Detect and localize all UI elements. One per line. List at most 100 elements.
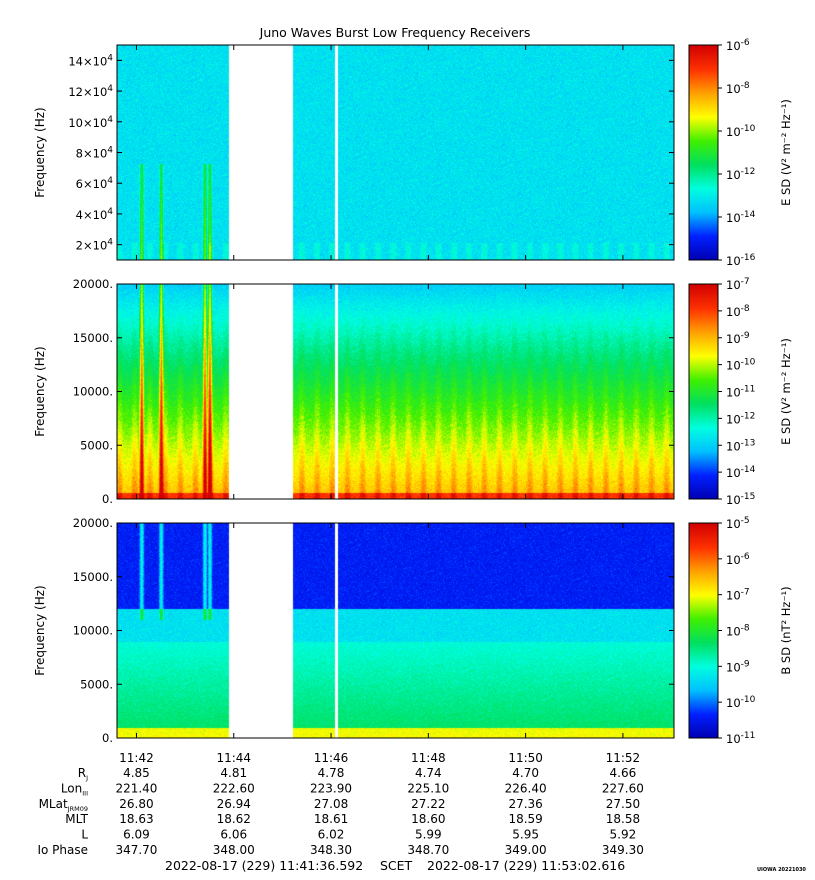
spectrogram-middle xyxy=(117,284,674,499)
panel-frame xyxy=(116,44,675,261)
ephemeris-row-label: MLatJRM09 xyxy=(39,797,88,813)
time-tick-label: 11:50 xyxy=(508,751,543,765)
colorbar-tick-label: 10-8 xyxy=(726,81,750,96)
ephemeris-value: 348.00 xyxy=(213,843,255,857)
panel-frame xyxy=(116,522,675,739)
ephemeris-value: 4.78 xyxy=(318,766,345,780)
colorbar-tick-label: 10-11 xyxy=(726,385,755,400)
y-tick-label: 14×104 xyxy=(68,53,113,68)
colorbar-tick-label: 10-12 xyxy=(726,167,755,182)
panel-frame xyxy=(116,283,675,500)
ephemeris-value: 5.95 xyxy=(512,828,539,842)
colorbar-tick-label: 10-15 xyxy=(726,492,755,507)
colorbar-frame xyxy=(688,522,719,739)
time-tick-label: 11:52 xyxy=(606,751,641,765)
colorbar-tick-label: 10-16 xyxy=(726,253,756,268)
colorbar-top xyxy=(689,45,718,260)
ephemeris-value: 349.00 xyxy=(505,843,547,857)
time-tick-label: 11:42 xyxy=(119,751,154,765)
ephemeris-value: 222.60 xyxy=(213,781,255,795)
ephemeris-row-label: L xyxy=(81,828,88,842)
y-tick-label: 4×104 xyxy=(76,207,114,222)
y-axis-label: Frequency (Hz) xyxy=(33,585,47,676)
spectrogram-top xyxy=(117,45,674,260)
colorbar-tick-label: 10-11 xyxy=(726,731,755,746)
colorbar-tick-label: 10-9 xyxy=(726,659,750,674)
y-axis-label: Frequency (Hz) xyxy=(33,107,47,198)
ephemeris-value: 347.70 xyxy=(115,843,157,857)
time-tick-label: 11:46 xyxy=(314,751,349,765)
y-tick-label: 12×104 xyxy=(68,84,113,99)
y-tick-label: 20000. xyxy=(73,277,113,291)
footer-start-time: 2022-08-17 (229) 11:41:36.592 xyxy=(165,858,364,873)
ephemeris-value: 18.58 xyxy=(606,812,640,826)
colorbar-frame xyxy=(688,283,719,500)
colorbar-tick-label: 10-8 xyxy=(726,624,750,639)
y-tick-label: 2×104 xyxy=(76,238,114,253)
colorbar-tick-label: 10-8 xyxy=(726,304,750,319)
colorbar-tick-label: 10-5 xyxy=(726,516,750,531)
colorbar-tick-label: 10-7 xyxy=(726,277,750,292)
ephemeris-value: 18.59 xyxy=(508,812,542,826)
colorbar-middle xyxy=(689,284,718,499)
footer-end-time: 2022-08-17 (229) 11:53:02.616 xyxy=(427,858,626,873)
y-tick-label: 6×104 xyxy=(76,176,114,191)
ephemeris-value: 26.80 xyxy=(119,797,153,811)
y-tick-label: 10×104 xyxy=(68,115,113,130)
ephemeris-value: 4.74 xyxy=(415,766,442,780)
ephemeris-value: 226.40 xyxy=(505,781,547,795)
y-tick-label: 5000. xyxy=(80,438,113,452)
colorbar-label: E SD (V² m⁻² Hz⁻¹) xyxy=(779,99,793,206)
chart-title: Juno Waves Burst Low Frequency Receivers xyxy=(259,25,531,40)
ephemeris-value: 27.36 xyxy=(508,797,542,811)
spectrogram-bottom xyxy=(117,523,674,738)
ephemeris-value: 221.40 xyxy=(115,781,157,795)
y-axis-label: Frequency (Hz) xyxy=(33,346,47,437)
ephemeris-value: 348.70 xyxy=(407,843,449,857)
footer-stamp: UIOWA 20221030 xyxy=(757,867,806,873)
colorbar-tick-label: 10-14 xyxy=(726,210,756,225)
colorbar-tick-label: 10-13 xyxy=(726,438,755,453)
time-tick-label: 11:44 xyxy=(216,751,251,765)
ephemeris-value: 6.09 xyxy=(123,828,150,842)
ephemeris-value: 4.66 xyxy=(610,766,637,780)
ephemeris-row-label: RJ xyxy=(78,766,88,782)
ephemeris-value: 223.90 xyxy=(310,781,352,795)
ephemeris-value: 27.08 xyxy=(314,797,348,811)
colorbar-tick-label: 10-12 xyxy=(726,411,755,426)
y-tick-label: 5000. xyxy=(80,677,113,691)
ephemeris-value: 5.92 xyxy=(610,828,637,842)
colorbar-tick-label: 10-6 xyxy=(726,38,750,53)
ephemeris-value: 4.81 xyxy=(220,766,247,780)
ephemeris-value: 349.30 xyxy=(602,843,644,857)
y-tick-label: 20000. xyxy=(73,516,113,530)
ephemeris-value: 225.10 xyxy=(407,781,449,795)
colorbar-tick-label: 10-14 xyxy=(726,465,756,480)
ephemeris-value: 26.94 xyxy=(217,797,251,811)
ephemeris-value: 18.60 xyxy=(411,812,445,826)
colorbar-tick-label: 10-9 xyxy=(726,331,750,346)
y-tick-label: 15000. xyxy=(73,331,113,345)
colorbar-tick-label: 10-7 xyxy=(726,588,750,603)
time-tick-label: 11:48 xyxy=(411,751,446,765)
ephemeris-value: 4.85 xyxy=(123,766,150,780)
colorbar-tick-label: 10-10 xyxy=(726,695,756,710)
ephemeris-value: 4.70 xyxy=(512,766,539,780)
ephemeris-value: 348.30 xyxy=(310,843,352,857)
ephemeris-value: 5.99 xyxy=(415,828,442,842)
footer-scet: SCET xyxy=(380,858,413,873)
ephemeris-value: 6.06 xyxy=(220,828,247,842)
y-tick-label: 8×104 xyxy=(76,146,114,161)
ephemeris-row-label: Io Phase xyxy=(37,843,88,857)
y-tick-label: 15000. xyxy=(73,570,113,584)
y-tick-label: 0. xyxy=(102,492,113,506)
colorbar-bottom xyxy=(689,523,718,738)
ephemeris-value: 6.02 xyxy=(318,828,345,842)
ephemeris-value: 27.22 xyxy=(411,797,445,811)
ephemeris-row-label: LonIII xyxy=(61,781,88,797)
ephemeris-value: 18.61 xyxy=(314,812,348,826)
ephemeris-value: 27.50 xyxy=(606,797,640,811)
ephemeris-value: 18.62 xyxy=(217,812,251,826)
ephemeris-row-label: MLT xyxy=(65,812,88,826)
